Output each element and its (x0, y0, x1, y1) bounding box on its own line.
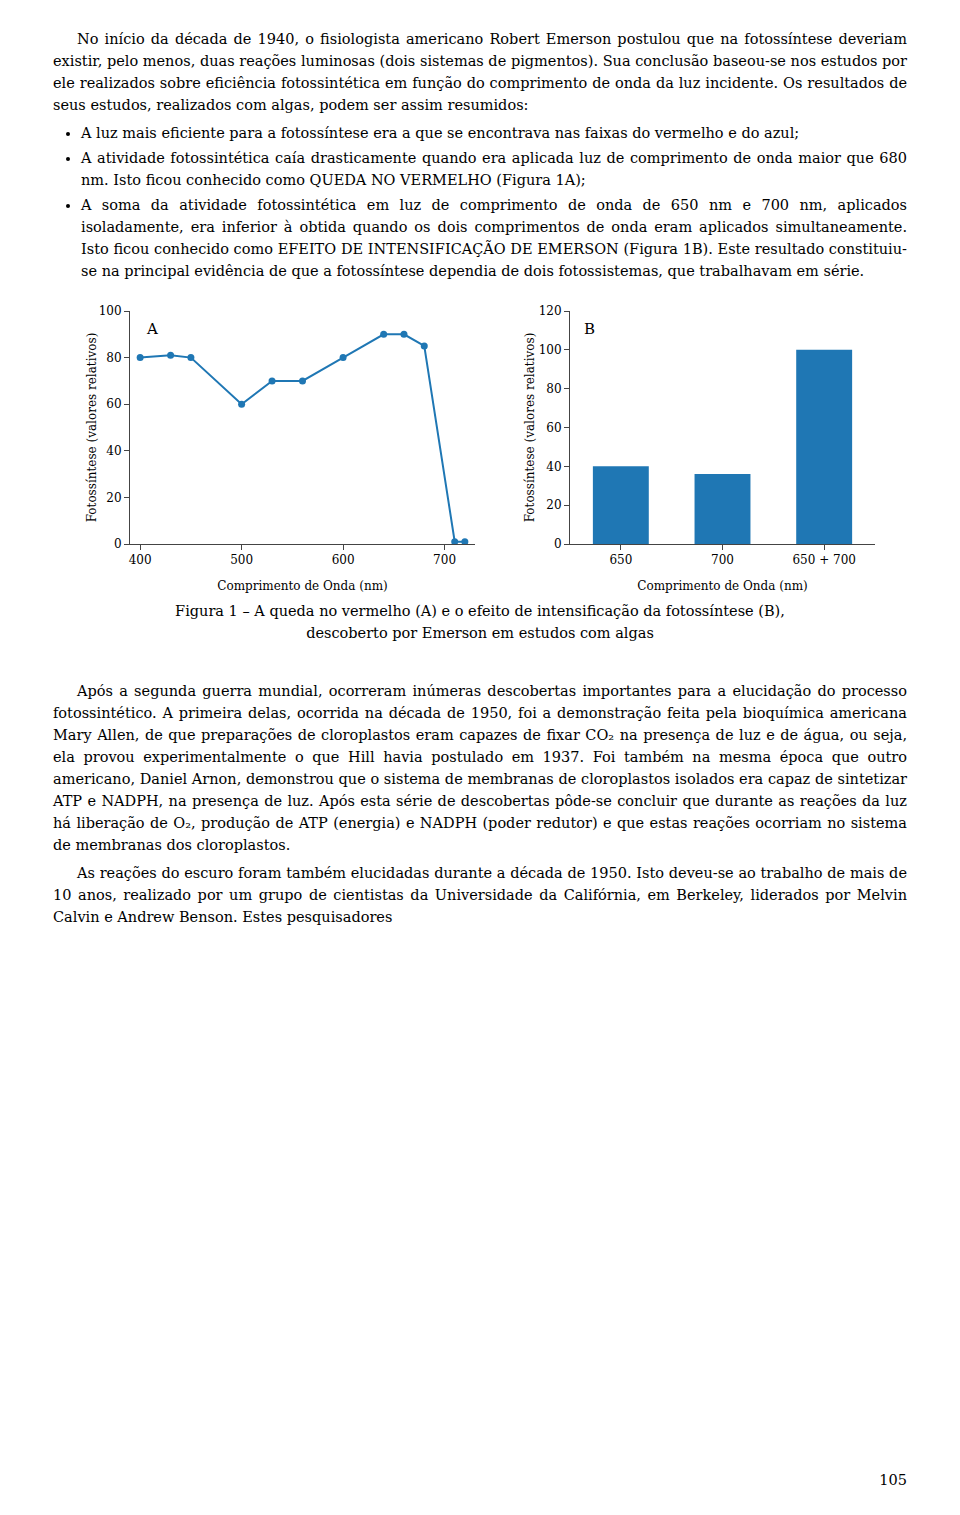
svg-text:Comprimento de Onda (nm): Comprimento de Onda (nm) (637, 579, 807, 593)
svg-text:400: 400 (129, 553, 152, 567)
svg-text:60: 60 (106, 397, 121, 411)
svg-text:700: 700 (433, 553, 456, 567)
svg-text:650: 650 (609, 553, 632, 567)
html-text:A soma da atividade fotossinté: A soma da atividade fotossintética em lu… (81, 197, 907, 279)
html-text:Figura 1 – A queda no vermelho: Figura 1 – A queda no vermelho (A) e o e… (175, 603, 785, 619)
svg-text:40: 40 (546, 460, 561, 474)
html-text:105: 105 (879, 1472, 907, 1488)
svg-text:600: 600 (332, 553, 355, 567)
svg-text:100: 100 (99, 304, 122, 318)
html-text:As reações do escuro foram tam: As reações do escuro foram também elucid… (53, 865, 907, 925)
html-text:A atividade fotossintética caí: A atividade fotossintética caía drastica… (81, 150, 907, 188)
svg-text:Fotossíntese (valores relativo: Fotossíntese (valores relativos) (523, 333, 537, 523)
svg-text:80: 80 (546, 382, 561, 396)
svg-text:100: 100 (539, 343, 562, 357)
svg-text:20: 20 (546, 498, 561, 512)
html-text:A luz mais eficiente para a fo: A luz mais eficiente para a fotossíntese… (81, 125, 800, 141)
svg-text:60: 60 (546, 421, 561, 435)
svg-text:20: 20 (106, 491, 121, 505)
html-text:Após a segunda guerra mundial,: Após a segunda guerra mundial, ocorreram… (53, 683, 907, 853)
svg-text:40: 40 (106, 444, 121, 458)
svg-text:0: 0 (554, 537, 562, 551)
html-text:descoberto por Emerson em estu: descoberto por Emerson em estudos com al… (306, 625, 654, 641)
svg-text:B: B (584, 320, 595, 338)
svg-text:A: A (146, 320, 158, 338)
svg-text:650 + 700: 650 + 700 (792, 553, 856, 567)
svg-text:700: 700 (711, 553, 734, 567)
svg-text:0: 0 (114, 537, 122, 551)
svg-text:Comprimento de Onda (nm): Comprimento de Onda (nm) (217, 579, 387, 593)
svg-text:80: 80 (106, 351, 121, 365)
svg-text:120: 120 (539, 304, 562, 318)
svg-text:500: 500 (230, 553, 253, 567)
svg-text:Fotossíntese (valores relativo: Fotossíntese (valores relativos) (85, 333, 99, 523)
html-text:No início da década de 1940, o: No início da década de 1940, o fisiologi… (53, 31, 907, 113)
